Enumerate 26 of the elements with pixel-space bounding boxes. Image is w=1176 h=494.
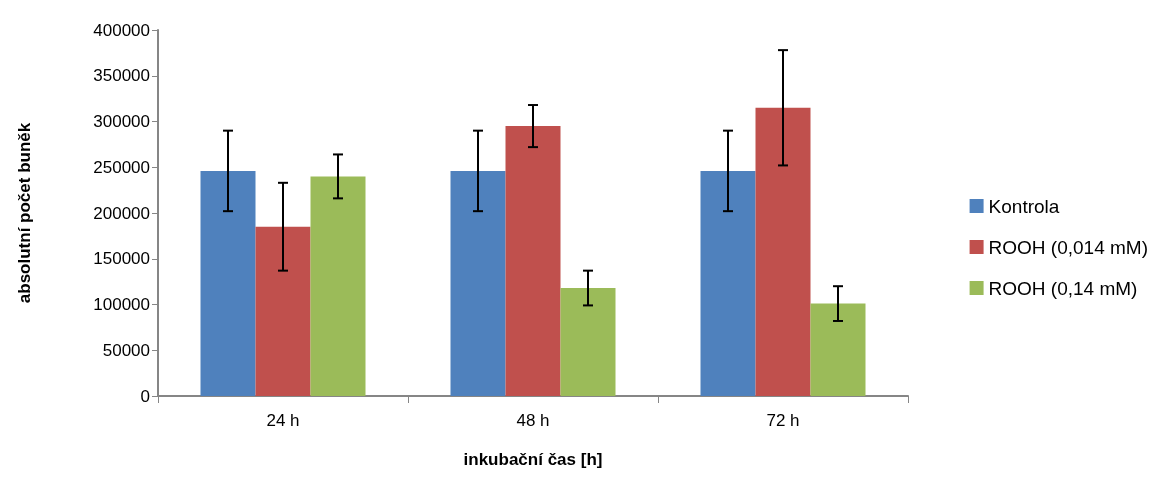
bar (700, 170, 756, 396)
legend-label: ROOH (0,014 mM) (988, 236, 1149, 258)
y-tick-label: 300000 (93, 112, 150, 131)
x-tick-label: 72 h (766, 411, 800, 430)
bar (255, 226, 311, 396)
bar (450, 170, 506, 396)
y-tick-label: 400000 (93, 20, 150, 40)
bar (560, 288, 616, 396)
bar (755, 107, 811, 396)
x-tick-label: 24 h (266, 411, 300, 430)
legend-label: Kontrola (988, 195, 1060, 217)
bar (810, 303, 866, 396)
x-axis-title: inkubační čas [h] (463, 450, 603, 469)
y-tick-label: 100000 (93, 295, 150, 314)
x-tick-label: 48 h (516, 411, 550, 430)
bar (310, 176, 366, 396)
y-tick-label: 200000 (93, 203, 150, 223)
y-tick-label: 50000 (102, 340, 150, 360)
y-axis-title: absolutní počet buněk (15, 122, 34, 304)
y-tick-label: 150000 (93, 249, 150, 269)
y-tick-label: 250000 (93, 157, 150, 177)
bar (505, 126, 561, 396)
y-tick-label: 350000 (93, 66, 150, 86)
bar (200, 170, 256, 396)
legend-label: ROOH (0,14 mM) (988, 277, 1138, 299)
y-tick-label: 0 (140, 386, 150, 406)
